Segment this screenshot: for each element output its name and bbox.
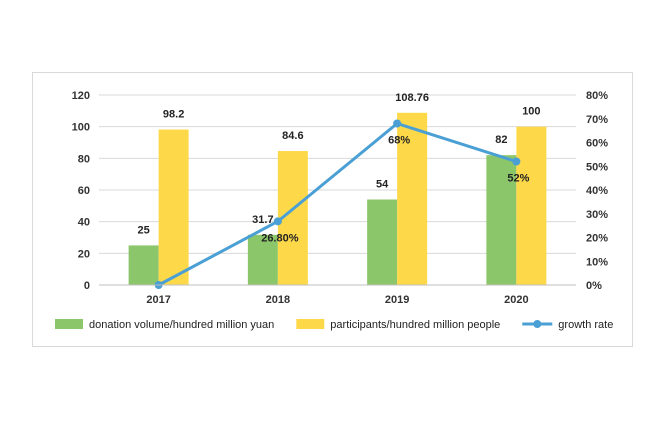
- bar-donation: [247, 234, 278, 285]
- data-label: 108.76: [395, 92, 429, 104]
- axes: 0 20 40 60 80 100 120 0% 10% 20% 30% 40% 50% 60% 70% 80…: [72, 90, 609, 306]
- x-tick-label: 2017: [146, 294, 170, 306]
- bar-donation: [486, 155, 517, 285]
- data-label: 82: [495, 134, 507, 146]
- x-tick-label: 2018: [266, 294, 290, 306]
- data-label: 100: [522, 106, 540, 118]
- data-label: 98.2: [163, 109, 184, 121]
- combo-chart: 2531.7548298.284.6108.7610026.80%68%52% …: [55, 90, 613, 331]
- y-left-tick-label: 80: [78, 153, 90, 165]
- legend-marker: [533, 320, 542, 328]
- growth-rate-label: 52%: [507, 173, 529, 185]
- growth-rate-polyline: [157, 122, 517, 287]
- y-right-tick-label: 80%: [586, 90, 608, 102]
- data-labels: 25 31.7 54 82 98.2 84.6 108.76 100 26.80% 68% 52%: [138, 92, 541, 245]
- y-left-tick-label: 20: [78, 248, 90, 260]
- y-left-tick-label: 0: [84, 280, 90, 292]
- x-tick-label: 2019: [385, 294, 409, 306]
- legend-swatch: [296, 319, 325, 329]
- data-label: 31.7: [252, 214, 273, 226]
- bar-donation: [367, 199, 398, 285]
- y-right-tick-label: 70%: [586, 114, 608, 126]
- y-right-tick-label: 50%: [586, 161, 608, 173]
- bar-donation: [128, 245, 159, 285]
- y-right-tick-label: 10%: [586, 256, 608, 268]
- x-tick-label: 2020: [504, 294, 528, 306]
- growth-rate-line: [154, 119, 521, 289]
- y-right-tick-label: 60%: [586, 138, 608, 150]
- growth-rate-marker: [512, 157, 521, 166]
- bar-participants: [397, 112, 428, 285]
- data-label: 84.6: [282, 130, 303, 142]
- bar-participants: [516, 126, 547, 285]
- legend-label: growth rate: [558, 319, 613, 331]
- bar-series: [128, 112, 547, 285]
- legend-label: participants/hundred million people: [330, 319, 500, 331]
- data-label: 25: [138, 224, 150, 236]
- growth-rate-label: 68%: [388, 135, 410, 147]
- y-right-tick-label: 30%: [586, 209, 608, 221]
- y-left-tick-label: 60: [78, 185, 90, 197]
- y-left-tick-label: 40: [78, 217, 90, 229]
- y-right-tick-label: 0%: [586, 280, 602, 292]
- y-left-tick-label: 100: [72, 122, 90, 134]
- bar-participants: [158, 129, 189, 285]
- y-right-tick-label: 40%: [586, 185, 608, 197]
- chart-frame: 25 31.7 54 82 98.2 84.6 108.76 100 26.80% 68% 52% …: [32, 72, 633, 347]
- data-label: 54: [376, 179, 389, 191]
- y-right-tick-label: 20%: [586, 233, 608, 245]
- legend-swatch: [55, 319, 83, 329]
- legend-label: donation volume/hundred million yuan: [89, 319, 274, 331]
- growth-rate-label: 26.80%: [261, 232, 299, 244]
- legend: donation volume/hundred million yuan part…: [55, 319, 613, 331]
- y-left-tick-label: 120: [72, 90, 90, 102]
- growth-rate-marker: [273, 217, 282, 226]
- growth-rate-marker: [393, 119, 402, 128]
